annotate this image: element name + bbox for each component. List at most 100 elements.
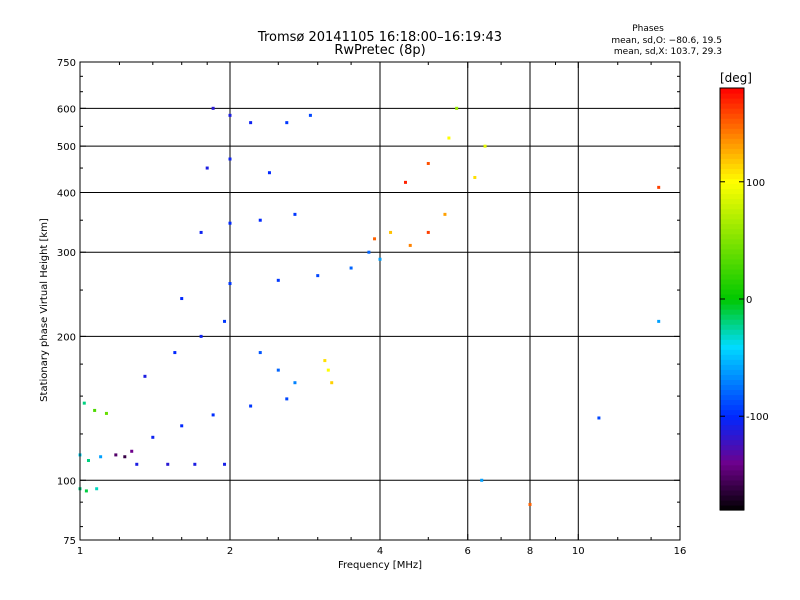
data-point — [84, 489, 88, 493]
colorbar-segment — [720, 243, 744, 250]
chart-subtitle: RwPretec (8p) — [334, 43, 425, 58]
data-point — [597, 416, 601, 420]
data-point — [249, 404, 253, 408]
colorbar-segment — [720, 299, 744, 305]
phases-o-stats: mean, sd,O: −80.6, 19.5 — [611, 36, 722, 46]
y-tick-label: 750 — [57, 58, 76, 69]
colorbar-segment — [720, 248, 744, 255]
colorbar-segment — [720, 374, 744, 380]
colorbar-segment — [720, 329, 744, 335]
colorbar-segment — [720, 499, 744, 506]
colorbar-segment — [720, 494, 744, 501]
data-point — [330, 381, 334, 385]
data-point — [426, 230, 430, 234]
data-point — [326, 368, 330, 372]
data-point — [389, 230, 393, 234]
data-point — [473, 175, 477, 179]
data-point — [223, 462, 227, 466]
colorbar-segment — [720, 208, 744, 215]
data-point — [447, 136, 451, 140]
data-point — [316, 274, 320, 278]
colorbar-segment — [720, 454, 744, 461]
colorbar-segment — [720, 389, 744, 396]
colorbar-segment — [720, 218, 744, 225]
colorbar-tick-label: 100 — [746, 178, 765, 189]
colorbar-segment — [720, 133, 744, 139]
colorbar-segment — [720, 103, 744, 109]
data-point — [293, 381, 297, 385]
data-point — [180, 297, 184, 301]
colorbar-segment — [720, 359, 744, 365]
data-point — [114, 453, 118, 457]
colorbar-segment — [720, 168, 744, 175]
colorbar-segment — [720, 153, 744, 159]
x-tick-label: 4 — [377, 546, 383, 557]
colorbar-tick-label: -100 — [746, 412, 769, 423]
colorbar-segment — [720, 344, 744, 350]
colorbar-segment — [720, 504, 744, 511]
colorbar-segment — [720, 369, 744, 375]
colorbar-segment — [720, 158, 744, 164]
colorbar-segment — [720, 309, 744, 315]
data-point — [349, 266, 353, 270]
colorbar-segment — [720, 233, 744, 240]
data-point — [95, 487, 99, 491]
y-axis-label: Stationary phase Virtual Height [km] — [39, 218, 50, 402]
colorbar-segment — [720, 213, 744, 220]
colorbar-segment — [720, 364, 744, 370]
data-point — [228, 282, 232, 286]
colorbar-segment — [720, 143, 744, 149]
data-point — [143, 374, 147, 378]
colorbar-segment — [720, 188, 744, 195]
data-point — [199, 334, 203, 338]
x-tick-label: 6 — [465, 546, 471, 557]
colorbar-segment — [720, 304, 744, 310]
colorbar-segment — [720, 98, 744, 104]
y-tick-label: 400 — [57, 188, 76, 199]
data-point — [426, 161, 430, 165]
data-point — [211, 106, 215, 110]
y-tick-label: 100 — [57, 476, 76, 487]
y-tick-label: 75 — [63, 536, 76, 547]
colorbar-segment — [720, 474, 744, 481]
colorbar-segment — [720, 178, 744, 185]
colorbar-segment — [720, 434, 744, 441]
data-point — [258, 218, 262, 222]
colorbar-segment — [720, 123, 744, 129]
colorbar-segment — [720, 118, 744, 124]
colorbar-segment — [720, 394, 744, 401]
data-point — [455, 106, 459, 110]
data-point — [285, 121, 289, 125]
data-point — [199, 230, 203, 234]
data-point — [373, 237, 377, 241]
colorbar-segment — [720, 163, 744, 169]
data-point — [308, 113, 312, 117]
colorbar-segment — [720, 193, 744, 200]
y-tick-label: 200 — [57, 332, 76, 343]
colorbar-segment — [720, 384, 744, 391]
colorbar-segment — [720, 419, 744, 426]
colorbar-segment — [720, 339, 744, 345]
data-point — [293, 212, 297, 216]
phases-stats-box: Phases mean, sd,O: −80.6, 19.5 mean, sd,… — [611, 24, 722, 57]
x-tick-label: 10 — [572, 546, 585, 557]
colorbar-segment — [720, 88, 744, 94]
data-point — [276, 278, 280, 282]
colorbar-segment — [720, 444, 744, 451]
data-point — [323, 359, 327, 363]
colorbar-segment — [720, 278, 744, 285]
colorbar-segment — [720, 273, 744, 280]
colorbar-segment — [720, 414, 744, 421]
data-point — [193, 462, 197, 466]
colorbar-segment — [720, 238, 744, 245]
data-point — [367, 250, 371, 254]
data-point — [228, 113, 232, 117]
colorbar-segment — [720, 319, 744, 325]
data-point — [228, 157, 232, 161]
data-point — [483, 144, 487, 148]
colorbar-segment — [720, 464, 744, 471]
data-point — [408, 243, 412, 247]
data-point — [86, 458, 90, 462]
data-point — [378, 257, 382, 261]
